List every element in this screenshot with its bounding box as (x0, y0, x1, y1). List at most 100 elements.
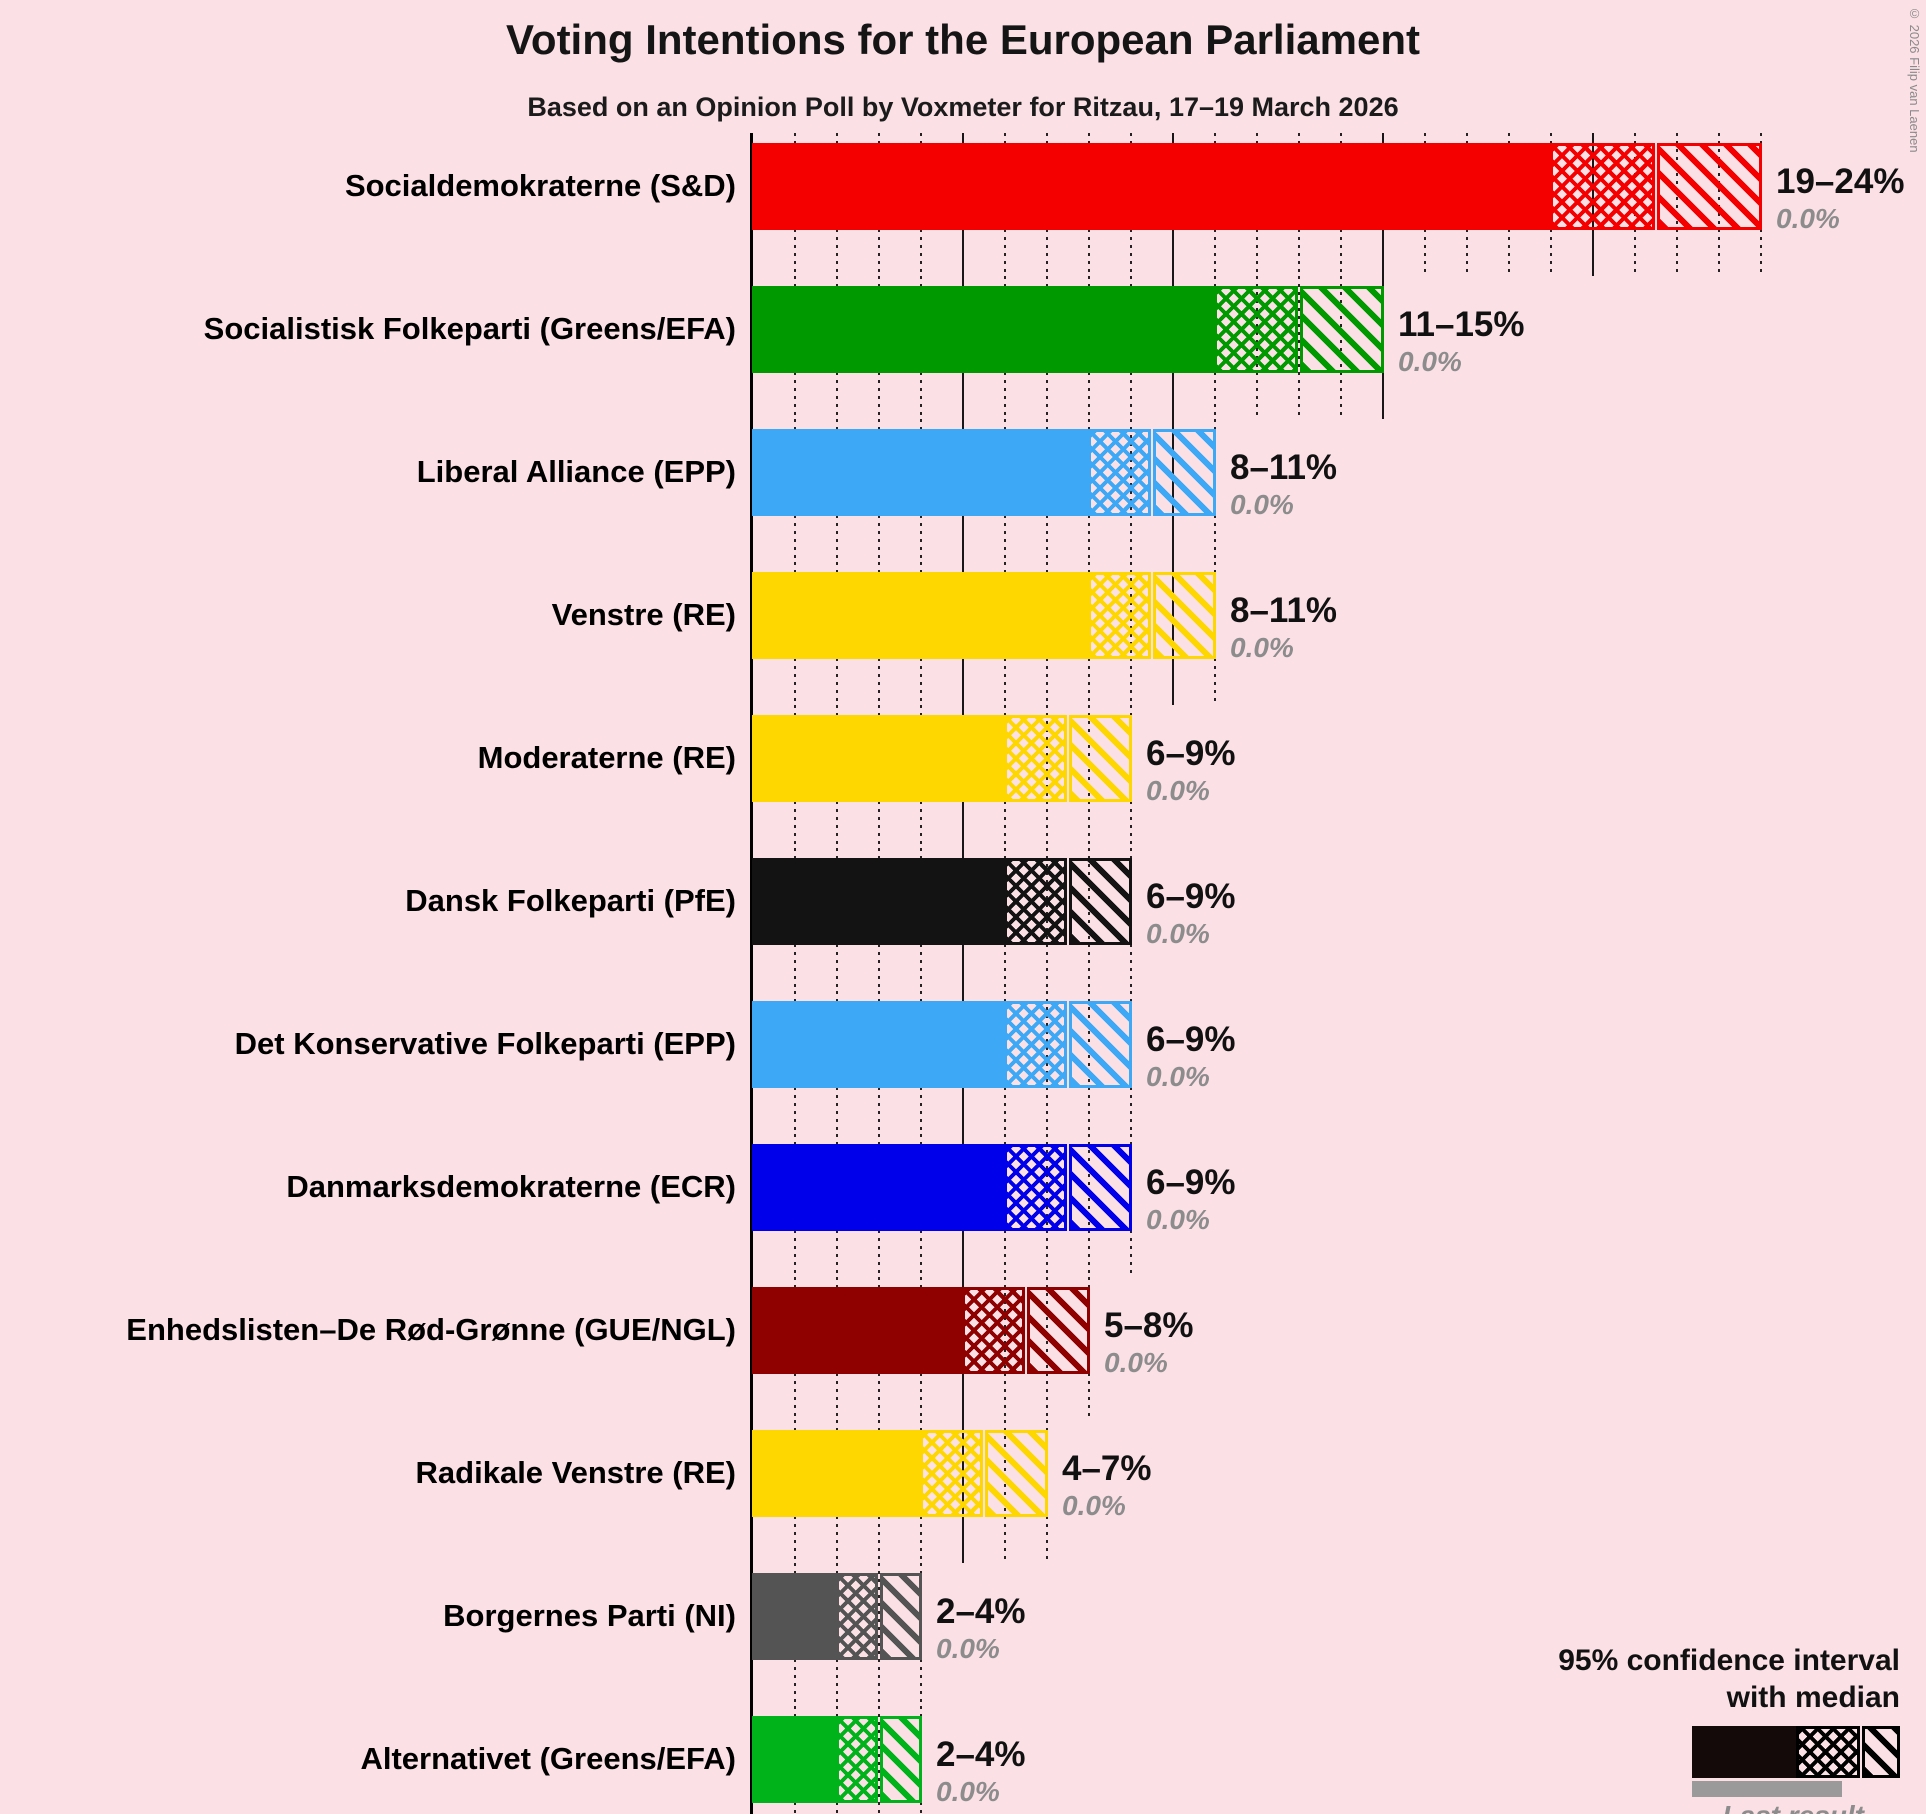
bar-ci-below-median-hatch (836, 1573, 878, 1660)
ci-range-label: 2–4% (936, 1735, 1026, 1774)
bar-solid-segment (752, 715, 1004, 802)
bar-confidence-interval (1088, 572, 1216, 659)
chart-row: Det Konservative Folkeparti (EPP) 6–9% 0.0… (0, 991, 1926, 1134)
chart-row: Moderaterne (RE) 6–9% 0.0% (0, 705, 1926, 848)
last-result-value: 0.0% (1398, 346, 1462, 377)
chart-row: Socialistisk Folkeparti (Greens/EFA) 11–1… (0, 276, 1926, 419)
bar-confidence-interval (1088, 429, 1216, 516)
ci-range-label: 6–9% (1146, 1163, 1236, 1202)
bar-solid-segment (752, 1573, 836, 1660)
bar-ci-below-median-hatch (1088, 572, 1151, 659)
ci-range-label: 6–9% (1146, 1020, 1236, 1059)
value-labels: 19–24% 0.0% (1776, 161, 1904, 235)
bar-solid-segment (752, 1716, 836, 1803)
bar-ci-above-median-hatch (1069, 858, 1132, 945)
bar-confidence-interval (1214, 286, 1384, 373)
bar-ci-above-median-hatch (1153, 572, 1216, 659)
bar-solid-segment (752, 1001, 1004, 1088)
party-label: Radikale Venstre (RE) (415, 1455, 736, 1490)
ci-range-label: 2–4% (936, 1592, 1026, 1631)
party-label: Det Konservative Folkeparti (EPP) (234, 1026, 736, 1061)
value-labels: 6–9% 0.0% (1146, 1162, 1236, 1236)
bar-ci-above-median-hatch (1153, 429, 1216, 516)
last-result-value: 0.0% (1146, 1204, 1210, 1235)
bar-solid-segment (752, 286, 1214, 373)
bar-ci-below-median-hatch (1550, 143, 1655, 230)
legend: 95% confidence interval with median Last… (1558, 1642, 1900, 1814)
gridline-minor (878, 1706, 880, 1814)
gridline-minor (878, 1563, 880, 1706)
bar-confidence-interval (836, 1716, 922, 1803)
party-label: Socialdemokraterne (S&D) (344, 168, 736, 203)
bar-solid-segment (752, 143, 1550, 230)
bar-ci-below-median-hatch (1004, 1144, 1067, 1231)
legend-ci-label-line2: with median (1726, 1681, 1900, 1714)
last-result-value: 0.0% (936, 1633, 1000, 1664)
bar-solid-segment (752, 1287, 962, 1374)
party-label: Enhedslisten–De Rød-Grønne (GUE/NGL) (126, 1312, 736, 1347)
bar-confidence-interval (1004, 858, 1132, 945)
legend-last-result-bar (1692, 1781, 1842, 1797)
last-result-value: 0.0% (1104, 1347, 1168, 1378)
bar-confidence-interval (1004, 1144, 1132, 1231)
last-result-value: 0.0% (1230, 632, 1294, 663)
bar-ci-below-median-hatch (1004, 715, 1067, 802)
bar-ci-below-median-hatch (1004, 1001, 1067, 1088)
bar-confidence-interval (962, 1287, 1090, 1374)
ci-range-label: 5–8% (1104, 1306, 1194, 1345)
value-labels: 4–7% 0.0% (1062, 1448, 1152, 1522)
y-axis-line (750, 133, 753, 1814)
bar-ci-below-median-hatch (1088, 429, 1151, 516)
party-label: Moderaterne (RE) (477, 740, 736, 775)
value-labels: 2–4% 0.0% (936, 1591, 1026, 1665)
bar-confidence-interval (1550, 143, 1762, 230)
party-label: Alternativet (Greens/EFA) (360, 1741, 736, 1776)
value-labels: 5–8% 0.0% (1104, 1305, 1194, 1379)
legend-sample-bar (1558, 1726, 1900, 1778)
bar-ci-above-median-hatch (1069, 1144, 1132, 1231)
bar-solid-segment (752, 429, 1088, 516)
bar-solid-segment (752, 1144, 1004, 1231)
bar-confidence-interval (1004, 715, 1132, 802)
legend-solid-segment (1692, 1726, 1796, 1778)
chart-row: Dansk Folkeparti (PfE) 6–9% 0.0% (0, 848, 1926, 991)
last-result-value: 0.0% (1146, 1061, 1210, 1092)
chart-row: Venstre (RE) 8–11% 0.0% (0, 562, 1926, 705)
value-labels: 6–9% 0.0% (1146, 1019, 1236, 1093)
value-labels: 2–4% 0.0% (936, 1734, 1026, 1808)
party-label: Borgernes Parti (NI) (443, 1598, 736, 1633)
bar-solid-segment (752, 1430, 920, 1517)
chart-row: Enhedslisten–De Rød-Grønne (GUE/NGL) 5–8%… (0, 1277, 1926, 1420)
ci-range-label: 4–7% (1062, 1449, 1152, 1488)
bar-ci-above-median-hatch (880, 1573, 922, 1660)
chart-subtitle: Based on an Opinion Poll by Voxmeter for… (527, 92, 1399, 122)
bar-ci-above-median-hatch (1069, 715, 1132, 802)
value-labels: 8–11% 0.0% (1230, 590, 1337, 664)
chart-row: Danmarksdemokraterne (ECR) 6–9% 0.0% (0, 1134, 1926, 1277)
last-result-value: 0.0% (936, 1776, 1000, 1807)
bar-ci-below-median-hatch (962, 1287, 1025, 1374)
last-result-value: 0.0% (1146, 918, 1210, 949)
chart-title: Voting Intentions for the European Parli… (506, 16, 1420, 63)
chart-row: Socialdemokraterne (S&D) 19–24% 0.0% (0, 133, 1926, 276)
bar-ci-above-median-hatch (1069, 1001, 1132, 1088)
legend-last-result-bar-wrap (1558, 1778, 1900, 1797)
legend-ci-label-line1: 95% confidence interval (1558, 1644, 1900, 1677)
bar-ci-above-median-hatch (1300, 286, 1384, 373)
party-label: Venstre (RE) (551, 597, 736, 632)
bar-solid-segment (752, 572, 1088, 659)
party-label: Danmarksdemokraterne (ECR) (286, 1169, 736, 1204)
chart-row: Alternativet (Greens/EFA) 2–4% 0.0% (0, 1706, 1926, 1814)
ci-range-label: 8–11% (1230, 448, 1338, 487)
value-labels: 11–15% 0.0% (1398, 304, 1525, 378)
bar-ci-below-median-hatch (920, 1430, 983, 1517)
ci-range-label: 11–15% (1398, 305, 1525, 344)
party-label: Socialistisk Folkeparti (Greens/EFA) (203, 311, 736, 346)
bar-ci-below-median-hatch (1004, 858, 1067, 945)
party-label: Liberal Alliance (EPP) (416, 454, 736, 489)
bar-chart-area: Socialdemokraterne (S&D) 19–24% 0.0% Social… (0, 133, 1926, 1814)
bar-ci-above-median-hatch (1657, 143, 1762, 230)
value-labels: 6–9% 0.0% (1146, 733, 1236, 807)
last-result-value: 0.0% (1146, 775, 1210, 806)
